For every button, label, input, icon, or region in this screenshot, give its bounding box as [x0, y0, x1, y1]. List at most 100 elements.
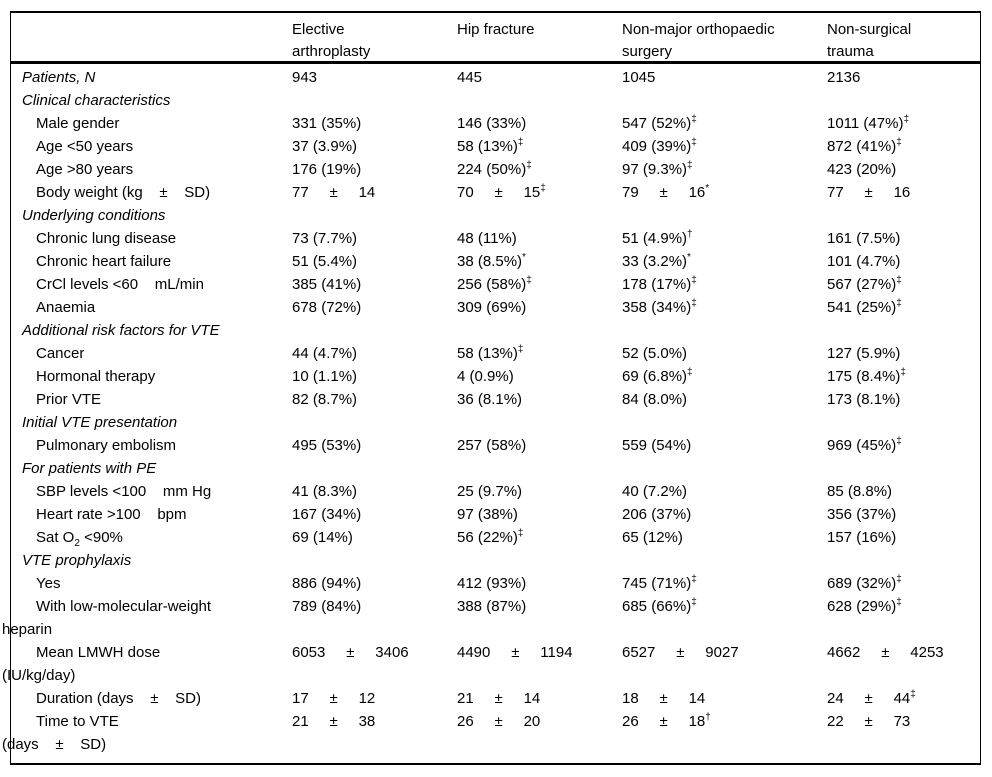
significance-marker: ‡ [691, 298, 697, 309]
table-row: Clinical characteristics [2, 89, 990, 112]
cell-value: 745 (71%) [622, 575, 692, 592]
table-header-row: Elective arthroplasty Hip fracture Non-majo… [2, 17, 980, 63]
row-label: With low-molecular-weight heparin [2, 595, 292, 641]
cell-value: 567 (27%) [827, 276, 897, 293]
cell-value: 127 (5.9%) [827, 345, 901, 362]
significance-marker: ‡ [691, 574, 697, 585]
row-label-line: Yes [36, 575, 61, 592]
data-cell: 56 (22%)‡ [457, 526, 622, 549]
row-label-line: Hormonal therapy [36, 368, 156, 385]
table-row: Prior VTE 82 (8.7%) 36 (8.1%) 84 (8.0%) 173 … [2, 388, 990, 411]
cell-value: 628 (29%) [827, 598, 897, 615]
table-row: With low-molecular-weight heparin 789 (84%… [2, 595, 990, 641]
significance-marker: ‡ [517, 344, 524, 355]
column-header-line: Hip fracture [457, 21, 535, 38]
section-label: Patients, N [2, 66, 292, 89]
cell-value: 4 (0.9%) [457, 368, 514, 385]
table-row: SBP levels <100 mm Hg 41 (8.3%) 25 (9.7%) 4… [2, 480, 990, 503]
row-label: Heart rate >100 bpm [2, 503, 292, 526]
cell-value: 101 (4.7%) [827, 253, 901, 270]
cell-value: 77 ± 16 [827, 184, 911, 201]
significance-marker: ‡ [691, 114, 697, 125]
cell-value: 17 ± 12 [292, 690, 376, 707]
data-cell: 77 ± 14 [292, 181, 457, 204]
data-cell: 38 (8.5%)* [457, 250, 622, 273]
row-label-line: SBP levels <100 mm Hg [36, 483, 212, 500]
cell-value: 18 ± 14 [622, 690, 706, 707]
table-row: Body weight (kg ± SD) 77 ± 14 70 ± 15‡ 79 ±… [2, 181, 990, 204]
significance-marker: ‡ [896, 436, 902, 447]
row-label-line: Additional risk factors for VTE [22, 322, 220, 339]
column-header-line: Non-major orthopaedic [622, 21, 775, 38]
cell-value: 21 ± 14 [457, 690, 541, 707]
significance-marker: * [522, 252, 526, 263]
row-label: Pulmonary embolism [2, 434, 292, 457]
data-cell: 36 (8.1%) [457, 388, 622, 411]
row-label-line: Underlying conditions [22, 207, 166, 224]
cell-value: 547 (52%) [622, 115, 692, 132]
data-cell: 24 ± 44‡ [827, 687, 980, 710]
table-row: Yes 886 (94%) 412 (93%) 745 (71%)‡ 689 (32%)… [2, 572, 990, 595]
cell-value: 58 (13%) [457, 138, 518, 155]
data-cell: 745 (71%)‡ [622, 572, 827, 595]
table-row: Patients, N 943 445 1045 2136 [2, 66, 990, 89]
data-cell: 26 ± 20 [457, 710, 622, 756]
table-top-rule [10, 11, 981, 13]
data-cell: 2136 [827, 66, 980, 89]
row-label-line: Time to VTE [36, 713, 119, 730]
cell-value: 41 (8.3%) [292, 483, 358, 500]
column-header: Non-surgical trauma [827, 17, 980, 63]
table-row: Age >80 years 176 (19%) 224 (50%)‡ 97 (9.3%… [2, 158, 990, 181]
cell-value: 146 (33%) [457, 115, 527, 132]
cell-value: 65 (12%) [622, 529, 683, 546]
cell-value: 79 ± 16 [622, 184, 706, 201]
cell-value: 70 ± 15 [457, 184, 541, 201]
significance-marker: ‡ [896, 275, 902, 286]
cell-value: 52 (5.0%) [622, 345, 688, 362]
cell-value: 25 (9.7%) [457, 483, 523, 500]
cell-value: 388 (87%) [457, 598, 527, 615]
data-cell: 6527 ± 9027 [622, 641, 827, 687]
data-cell: 178 (17%)‡ [622, 273, 827, 296]
cell-value: 6053 ± 3406 [292, 644, 409, 661]
row-label-line: Prior VTE [36, 391, 102, 408]
data-cell: 678 (72%) [292, 296, 457, 319]
row-label: Anaemia [2, 296, 292, 319]
column-header-empty [2, 17, 292, 63]
column-header: Non-major orthopaedic surgery [622, 17, 827, 63]
row-label: Age >80 years [2, 158, 292, 181]
data-cell: 969 (45%)‡ [827, 434, 980, 457]
significance-marker: ‡ [910, 689, 916, 700]
column-header-line: Elective [292, 21, 345, 38]
row-label: Yes [2, 572, 292, 595]
row-label: SBP levels <100 mm Hg [2, 480, 292, 503]
data-cell: 495 (53%) [292, 434, 457, 457]
section-label: VTE prophylaxis [2, 549, 292, 572]
cell-value: 1011 (47%) [827, 115, 904, 132]
table-right-rule [980, 11, 981, 765]
data-cell: 388 (87%) [457, 595, 622, 641]
table-row: Mean LMWH dose (IU/kg/day) 6053 ± 3406 4490… [2, 641, 990, 687]
data-cell: 40 (7.2%) [622, 480, 827, 503]
table-row: Chronic heart failure 51 (5.4%) 38 (8.5%)*… [2, 250, 990, 273]
cell-value: 85 (8.8%) [827, 483, 893, 500]
row-label-line: Patients, N [22, 69, 96, 86]
cell-value: 206 (37%) [622, 506, 692, 523]
significance-marker: ‡ [691, 137, 697, 148]
column-header-line: trauma [827, 43, 874, 60]
significance-marker: * [705, 183, 710, 194]
table-row: Chronic lung disease 73 (7.7%) 48 (11%) 51 … [2, 227, 990, 250]
cell-value: 256 (58%) [457, 276, 527, 293]
table-row: Cancer 44 (4.7%) 58 (13%)‡ 52 (5.0%) 127 (5.… [2, 342, 990, 365]
row-label-line: Clinical characteristics [22, 92, 171, 109]
row-label-line: VTE prophylaxis [22, 552, 132, 569]
cell-value: 21 ± 38 [292, 713, 376, 730]
data-cell: 628 (29%)‡ [827, 595, 980, 641]
significance-marker: ‡ [540, 183, 546, 194]
row-label: Male gender [2, 112, 292, 135]
significance-marker: ‡ [896, 298, 902, 309]
row-label: Hormonal therapy [2, 365, 292, 388]
cell-value: 173 (8.1%) [827, 391, 901, 408]
data-cell: 685 (66%)‡ [622, 595, 827, 641]
data-cell: 409 (39%)‡ [622, 135, 827, 158]
